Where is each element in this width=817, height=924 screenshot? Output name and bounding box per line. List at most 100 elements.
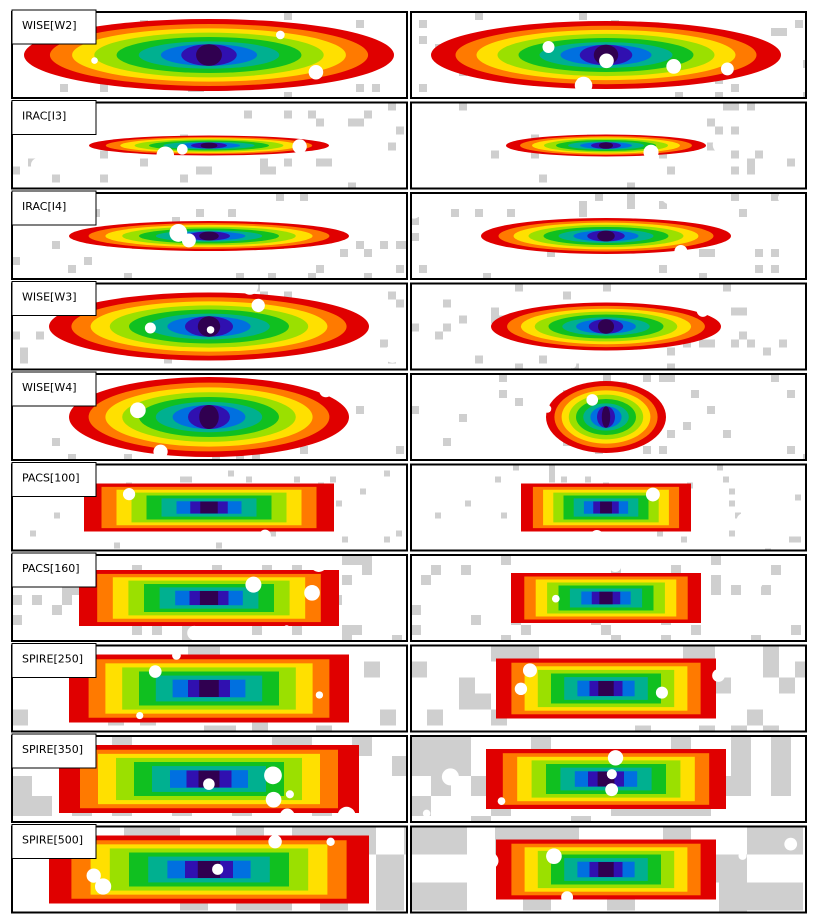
noise-pixel: [376, 882, 404, 911]
star-mask: [497, 797, 506, 805]
noise-pixel: [300, 193, 308, 201]
label-box: PACS[100]: [11, 462, 97, 497]
noise-pixel: [114, 542, 120, 549]
noise-pixel: [294, 476, 300, 483]
label-box: IRAC[I3]: [11, 100, 97, 135]
star-mask: [219, 198, 232, 210]
noise-pixel: [755, 265, 763, 273]
noise-pixel: [523, 645, 539, 662]
panel-label: SPIRE[500]: [22, 834, 83, 847]
noise-pixel: [691, 390, 699, 398]
noise-pixel: [699, 249, 707, 257]
noise-pixel: [204, 166, 212, 175]
noise-pixel: [356, 406, 364, 414]
noise-pixel: [579, 209, 587, 217]
star-mask: [203, 778, 215, 790]
noise-pixel: [459, 315, 467, 324]
star-mask: [308, 64, 324, 80]
label-box: SPIRE[250]: [11, 643, 97, 678]
label-background: [11, 824, 97, 859]
noise-pixel: [100, 174, 108, 183]
star-mask: [383, 345, 402, 363]
noise-pixel: [459, 414, 467, 422]
label-box: IRAC[I4]: [11, 190, 97, 226]
noise-pixel: [68, 265, 76, 273]
star-mask: [574, 76, 593, 95]
noise-pixel: [627, 193, 635, 201]
star-mask: [464, 520, 479, 535]
noise-pixel: [779, 677, 795, 694]
noise-pixel: [451, 209, 459, 217]
noise-pixel: [62, 595, 72, 605]
star-mask: [326, 837, 335, 846]
noise-pixel: [661, 635, 671, 641]
noise-pixel: [411, 406, 419, 414]
noise-pixel: [411, 625, 421, 635]
star-mask: [304, 584, 320, 601]
noise-pixel: [515, 363, 523, 370]
noise-pixel: [739, 331, 747, 340]
image-panel: [411, 555, 806, 641]
noise-pixel: [268, 166, 276, 175]
noise-pixel: [348, 182, 356, 189]
noise-pixel: [729, 488, 735, 495]
noise-pixel: [751, 635, 761, 641]
noise-pixel: [491, 307, 499, 316]
noise-pixel: [719, 882, 747, 911]
noise-pixel: [731, 725, 747, 732]
image-panel: [12, 12, 407, 98]
star-mask: [315, 691, 324, 699]
noise-pixel: [691, 625, 701, 635]
panel-border: [410, 192, 807, 280]
star-mask: [333, 212, 352, 231]
noise-pixel: [731, 84, 739, 92]
image-panel: [411, 102, 806, 189]
noise-pixel: [284, 110, 292, 119]
noise-pixel: [12, 796, 32, 816]
label-background: [11, 462, 97, 497]
noise-pixel: [32, 796, 52, 816]
noise-pixel: [711, 575, 721, 585]
noise-pixel: [739, 307, 747, 316]
star-mask: [551, 594, 560, 603]
panel-border: [410, 463, 807, 552]
noise-pixel: [12, 709, 28, 726]
label-background: [11, 733, 97, 769]
noise-pixel: [300, 446, 308, 454]
noise-pixel: [459, 693, 475, 710]
noise-pixel: [707, 118, 715, 127]
noise-pixel: [711, 555, 721, 565]
noise-pixel: [421, 575, 431, 585]
noise-pixel: [643, 374, 651, 382]
noise-pixel: [611, 635, 621, 641]
panel-label: PACS[100]: [22, 472, 80, 485]
star-mask: [172, 650, 181, 660]
noise-pixel: [515, 283, 523, 292]
noise-pixel: [771, 374, 779, 382]
noise-pixel: [507, 645, 523, 662]
noise-pixel: [360, 488, 366, 495]
noise-pixel: [132, 625, 142, 635]
noise-pixel: [411, 217, 419, 225]
star-mask: [599, 53, 614, 69]
star-mask: [411, 869, 418, 877]
star-mask: [187, 625, 202, 641]
noise-pixel: [324, 158, 332, 167]
star-mask: [359, 583, 371, 595]
noise-pixel: [196, 166, 204, 175]
star-mask: [25, 865, 41, 881]
noise-pixel: [12, 166, 20, 175]
noise-pixel: [284, 12, 292, 20]
noise-pixel: [643, 446, 651, 454]
star-mask: [674, 244, 688, 258]
noise-pixel: [475, 12, 483, 20]
image-panel: [411, 193, 806, 279]
noise-pixel: [747, 102, 755, 111]
noise-pixel: [352, 555, 362, 565]
noise-pixel: [549, 464, 555, 471]
noise-pixel: [671, 565, 681, 575]
noise-pixel: [539, 355, 547, 364]
noise-pixel: [731, 102, 739, 111]
noise-pixel: [180, 174, 188, 183]
star-mask: [784, 837, 798, 851]
